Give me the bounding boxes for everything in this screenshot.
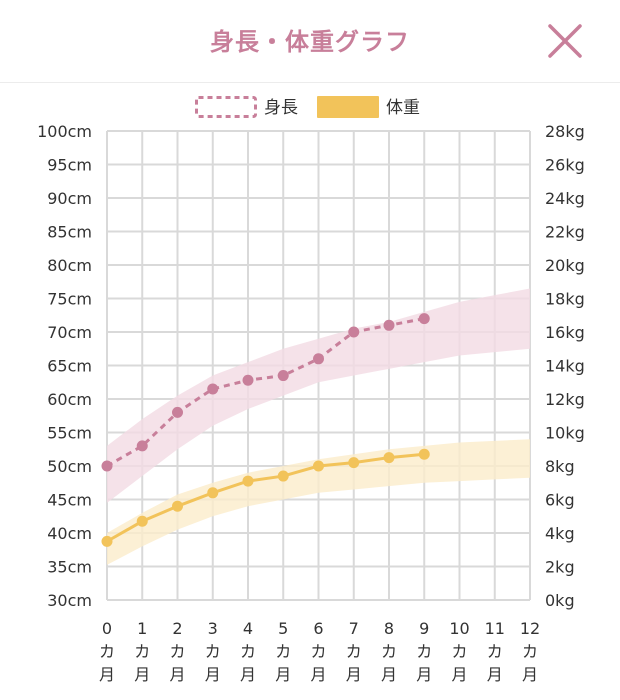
y-right-tick-label: 2kg [545,558,575,577]
weight-point [313,460,324,472]
legend-weight-label: 体重 [386,98,420,118]
y-left-tick-label: 85cm [47,223,92,242]
y-left-tick-label: 30cm [47,591,92,610]
y-left-tick-label: 40cm [47,524,92,543]
height-point [418,313,430,325]
height-point [136,440,148,452]
y-right-tick-label: 22kg [545,223,585,242]
y-right-tick-label: 20kg [545,256,585,275]
y-left-tick-label: 80cm [47,256,92,275]
y-left-tick-label: 60cm [47,390,92,409]
weight-line [106,452,425,543]
y-left-tick-label: 90cm [47,189,92,208]
x-tick-label: 7 カ月 [346,619,362,684]
weight-point [383,452,395,464]
y-right-tick-label: 26kg [545,156,585,175]
height-range-band [107,288,530,503]
weight-point [348,457,360,469]
height-point [313,353,324,365]
page-title: 身長・体重グラフ [210,28,410,56]
height-point [172,406,183,418]
x-tick-label: 1 カ月 [134,619,150,684]
growth-chart: 100cm 95cm 90cm 85cm 80cm 75cm 70cm 65cm 60cm 55c… [37,96,585,684]
legend-height-swatch [195,96,257,118]
height-point [101,460,113,472]
height-point [277,370,289,382]
close-icon[interactable] [544,20,586,62]
y-left-tick-label: 70cm [47,323,92,342]
y-right-tick-label: 10kg [545,424,585,443]
x-tick-label: 2 カ月 [169,619,185,684]
y-left-tick-label: 45cm [47,491,92,510]
y-left-tick-label: 55cm [47,424,92,443]
height-point [242,374,254,386]
y-right-tick-label: 0kg [545,591,575,610]
weight-point [418,448,430,460]
weight-point [207,487,219,499]
x-tick-label: 0 カ月 [99,619,115,684]
x-tick-label: 11 カ月 [485,619,505,684]
weight-point [136,515,148,527]
y-right-tick-label: 6kg [545,491,575,510]
weight-range-band [107,439,530,565]
header: 身長・体重グラフ [0,0,620,83]
y-right-tick-label: 24kg [545,189,585,208]
y-right-tick-label: 12kg [545,390,585,409]
y-right-tick-label: 4kg [545,524,575,543]
y-right-tick-label: 8kg [545,457,575,476]
x-tick-label: 12 カ月 [520,619,540,684]
y-left-tick-label: 75cm [47,290,92,309]
x-tick-label: 3 カ月 [205,619,221,684]
y-left-tick-label: 35cm [47,558,92,577]
y-left-tick-label: 50cm [47,457,92,476]
y-right-tick-label: 18kg [545,290,585,309]
x-tick-label: 4 カ月 [240,619,256,684]
weight-point [101,535,113,547]
height-point [383,319,395,331]
weight-point [277,470,289,482]
x-tick-label: 9 カ月 [416,619,432,684]
height-point [207,383,219,395]
weight-point [242,475,254,487]
x-tick-label: 5 カ月 [275,619,291,684]
height-point [348,326,360,338]
legend-weight-swatch [317,96,379,118]
y-right-tick-label: 14kg [545,357,585,376]
y-left-tick-label: 100cm [37,122,92,141]
y-right-tick-label: 28kg [545,122,585,141]
y-left-tick-label: 95cm [47,156,92,175]
x-tick-label: 8 カ月 [381,619,397,684]
y-right-tick-label: 16kg [545,323,585,342]
y-left-tick-label: 65cm [47,357,92,376]
x-tick-label: 10 カ月 [449,619,469,684]
legend-height-label: 身長 [264,98,298,118]
weight-point [172,500,183,512]
x-tick-label: 6 カ月 [310,619,326,684]
